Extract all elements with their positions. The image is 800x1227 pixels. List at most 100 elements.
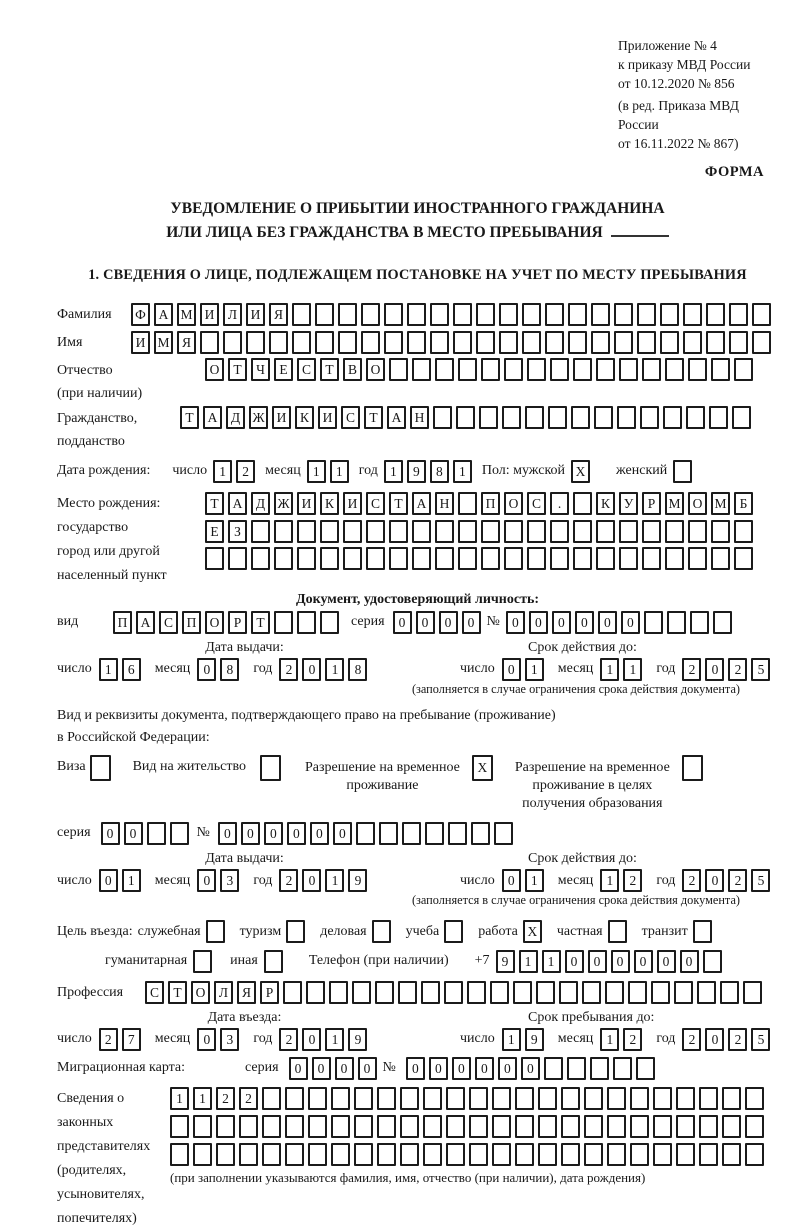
char-cell[interactable]: 0 [392, 610, 412, 634]
char-cell[interactable]: 3 [220, 869, 240, 893]
char-cell[interactable]: 0 [302, 658, 322, 682]
char-cell[interactable] [596, 519, 615, 543]
char-cell[interactable] [274, 547, 293, 571]
char-cell[interactable]: 9 [495, 949, 515, 973]
char-cell[interactable]: М [154, 330, 173, 354]
char-cell[interactable] [433, 406, 452, 430]
char-cell[interactable] [476, 330, 495, 354]
char-cell[interactable] [458, 547, 477, 571]
char-cell[interactable]: 2 [239, 1086, 258, 1110]
char-cell[interactable] [699, 1114, 718, 1138]
char-cell[interactable]: 5 [751, 869, 771, 893]
char-cell[interactable]: А [203, 406, 222, 430]
char-cell[interactable] [720, 980, 739, 1004]
char-cell[interactable] [651, 980, 670, 1004]
char-cell[interactable] [689, 610, 709, 634]
char-cell[interactable]: Я [269, 302, 288, 326]
char-cell[interactable]: Т [389, 491, 408, 515]
char-cell[interactable] [338, 330, 357, 354]
char-cell[interactable] [246, 330, 265, 354]
char-cell[interactable] [331, 1142, 350, 1166]
char-cell[interactable] [653, 1142, 672, 1166]
char-cell[interactable] [666, 610, 686, 634]
char-cell[interactable] [665, 547, 684, 571]
char-cell[interactable]: 0 [302, 1027, 322, 1051]
char-cell[interactable] [561, 1114, 580, 1138]
char-cell[interactable]: 0 [705, 869, 725, 893]
char-cell[interactable]: 0 [620, 610, 640, 634]
char-cell[interactable] [617, 406, 636, 430]
char-cell[interactable] [674, 980, 693, 1004]
char-cell[interactable] [453, 330, 472, 354]
char-cell[interactable] [573, 491, 592, 515]
char-cell[interactable] [729, 330, 748, 354]
char-cell[interactable]: М [665, 491, 684, 515]
char-cell[interactable]: Р [642, 491, 661, 515]
char-cell[interactable] [424, 821, 444, 845]
char-cell[interactable] [412, 519, 431, 543]
char-cell[interactable]: 0 [197, 658, 217, 682]
char-cell[interactable] [538, 1142, 557, 1166]
char-cell[interactable] [527, 358, 546, 382]
char-cell[interactable]: 0 [705, 658, 725, 682]
char-cell[interactable] [251, 519, 270, 543]
char-cell[interactable] [676, 1114, 695, 1138]
char-cell[interactable] [688, 519, 707, 543]
char-cell[interactable]: 1 [213, 459, 233, 483]
char-cell[interactable] [492, 1086, 511, 1110]
char-cell[interactable] [490, 980, 509, 1004]
char-cell[interactable] [499, 302, 518, 326]
char-cell[interactable] [538, 1086, 557, 1110]
char-cell[interactable]: 3 [220, 1027, 240, 1051]
char-cell[interactable] [734, 358, 753, 382]
char-cell[interactable] [642, 358, 661, 382]
char-cell[interactable] [384, 330, 403, 354]
char-cell[interactable] [366, 547, 385, 571]
char-cell[interactable] [607, 1086, 626, 1110]
char-cell[interactable] [492, 1142, 511, 1166]
char-cell[interactable] [568, 302, 587, 326]
char-cell[interactable] [263, 949, 283, 973]
char-cell[interactable] [607, 1142, 626, 1166]
char-cell[interactable] [458, 491, 477, 515]
char-cell[interactable] [297, 610, 316, 634]
char-cell[interactable] [522, 302, 541, 326]
char-cell[interactable] [642, 547, 661, 571]
char-cell[interactable] [643, 610, 663, 634]
char-cell[interactable] [536, 980, 555, 1004]
char-cell[interactable]: П [481, 491, 500, 515]
char-cell[interactable]: 1 [170, 1086, 189, 1110]
char-cell[interactable]: 2 [682, 869, 702, 893]
char-cell[interactable]: 2 [682, 1027, 702, 1051]
char-cell[interactable] [545, 330, 564, 354]
char-cell[interactable]: Ж [249, 406, 268, 430]
char-cell[interactable] [343, 519, 362, 543]
char-cell[interactable] [292, 330, 311, 354]
char-cell[interactable] [446, 1142, 465, 1166]
char-cell[interactable] [354, 1114, 373, 1138]
char-cell[interactable]: Т [251, 610, 270, 634]
char-cell[interactable] [170, 1114, 189, 1138]
char-cell[interactable]: М [711, 491, 730, 515]
char-cell[interactable] [366, 519, 385, 543]
char-cell[interactable] [683, 330, 702, 354]
char-cell[interactable]: О [205, 610, 224, 634]
char-cell[interactable] [722, 1114, 741, 1138]
char-cell[interactable] [354, 1086, 373, 1110]
char-cell[interactable] [683, 302, 702, 326]
char-cell[interactable] [297, 547, 316, 571]
char-cell[interactable] [699, 1086, 718, 1110]
char-cell[interactable]: 9 [348, 869, 368, 893]
char-cell[interactable] [591, 302, 610, 326]
char-cell[interactable] [515, 1114, 534, 1138]
char-cell[interactable] [269, 330, 288, 354]
char-cell[interactable]: 1 [524, 869, 544, 893]
char-cell[interactable] [709, 406, 728, 430]
char-cell[interactable] [502, 406, 521, 430]
char-cell[interactable]: 6 [121, 658, 141, 682]
char-cell[interactable]: С [145, 980, 164, 1004]
char-cell[interactable]: 1 [325, 869, 345, 893]
char-cell[interactable] [320, 610, 339, 634]
char-cell[interactable]: 0 [656, 949, 676, 973]
char-cell[interactable] [285, 1142, 304, 1166]
